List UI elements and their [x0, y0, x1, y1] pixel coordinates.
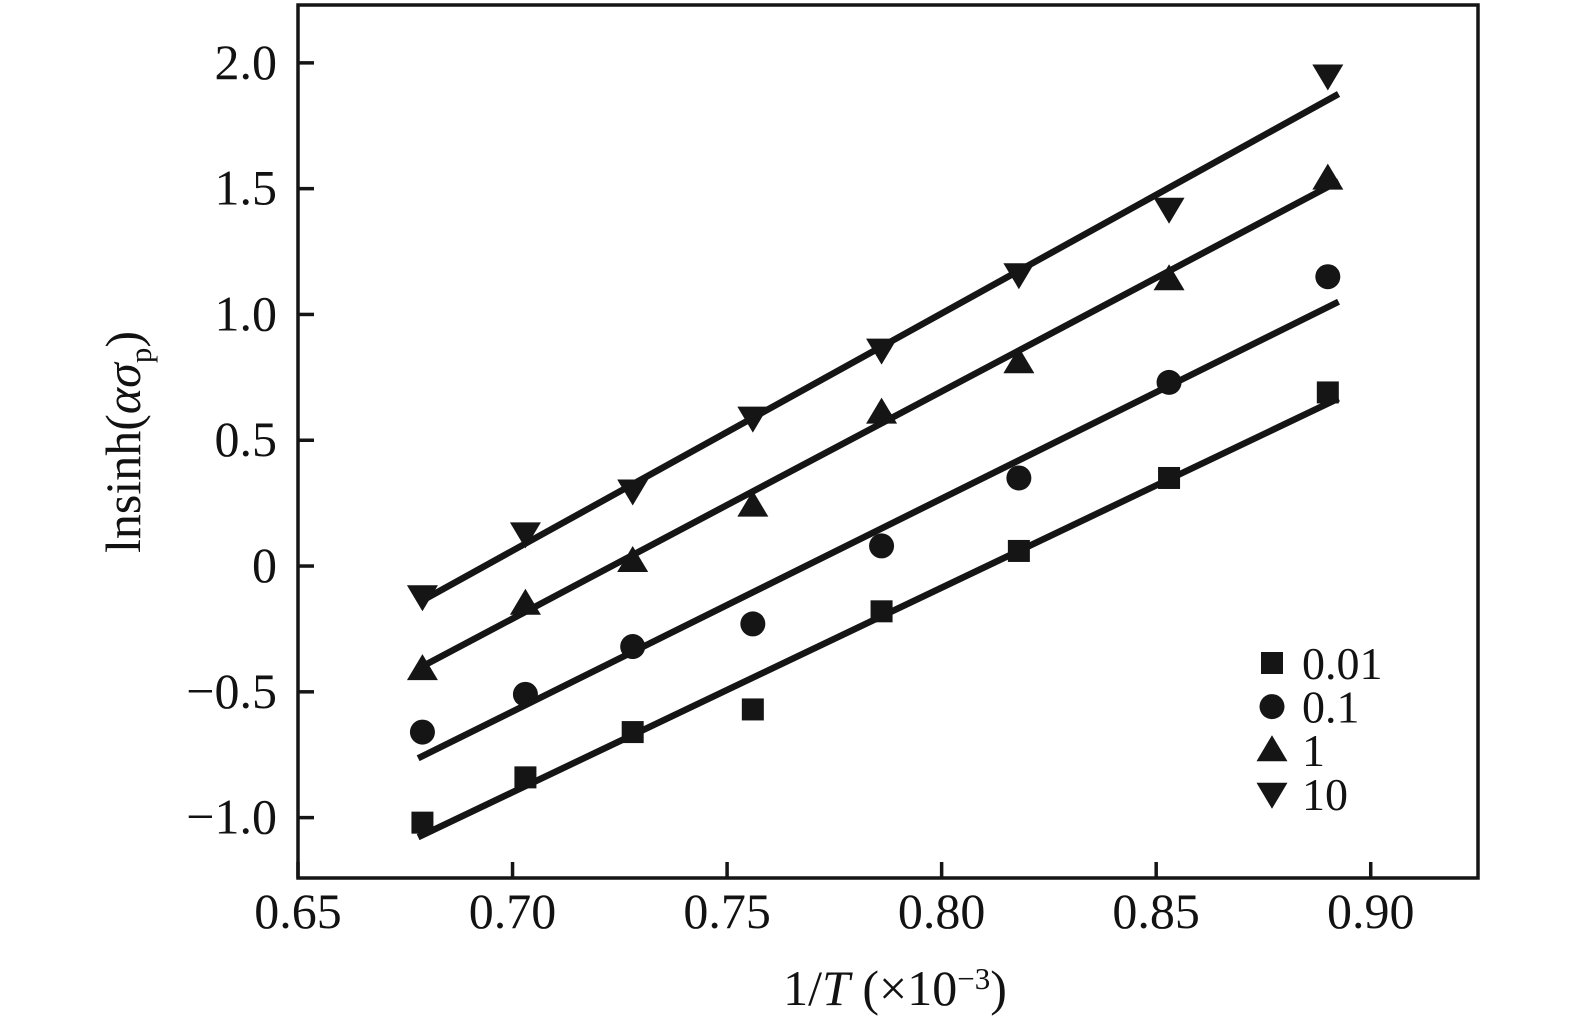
- marker-circle: [620, 634, 646, 660]
- y-tick-label: 1.5: [215, 160, 278, 216]
- marker-square: [1158, 466, 1181, 489]
- marker-circle: [1156, 369, 1182, 395]
- y-tick-label: 0: [252, 537, 277, 593]
- y-axis-title: lnsinh(ασp): [95, 331, 158, 553]
- legend-label-0.01: 0.01: [1302, 638, 1383, 689]
- marker-triangle-down: [866, 338, 898, 365]
- marker-triangle-up: [1003, 347, 1035, 374]
- marker-circle: [1006, 465, 1032, 491]
- marker-square: [411, 811, 434, 834]
- marker-circle: [869, 533, 895, 559]
- y-axis: −1.0 −0.5 0 0.5 1.0 1.5 2.0: [186, 34, 314, 845]
- marker-square: [514, 766, 537, 789]
- y-tick-label: 2.0: [215, 34, 278, 90]
- marker-triangle-down: [737, 406, 769, 433]
- marker-triangle-down: [1256, 782, 1288, 809]
- marker-triangle-down: [1312, 64, 1344, 91]
- marker-triangle-up: [1256, 735, 1288, 762]
- marker-circle: [740, 611, 766, 637]
- marker-square: [1316, 381, 1339, 404]
- x-tick-label: 0.85: [1112, 883, 1200, 939]
- series-0.1: [409, 264, 1341, 745]
- marker-circle: [1315, 264, 1341, 290]
- x-tick-label: 0.80: [898, 883, 986, 939]
- marker-triangle-up: [866, 397, 898, 424]
- marker-circle: [512, 681, 538, 707]
- series-1: [406, 163, 1344, 681]
- x-tick-label: 0.90: [1327, 883, 1415, 939]
- marker-triangle-down: [617, 479, 649, 506]
- x-tick-label: 0.70: [469, 883, 557, 939]
- axis-titles: 1/T (×10−3) lnsinh(ασp): [95, 331, 1007, 1016]
- y-tick-label: −1.0: [186, 789, 277, 845]
- marker-square: [1261, 652, 1283, 674]
- legend-label-0.1: 0.1: [1302, 682, 1360, 733]
- marker-triangle-down: [1003, 263, 1035, 290]
- marker-triangle-up: [737, 490, 769, 517]
- marker-triangle-up: [1153, 264, 1185, 291]
- marker-triangle-down: [1153, 197, 1185, 224]
- marker-triangle-up: [406, 654, 438, 681]
- marker-triangle-up: [617, 546, 649, 573]
- x-tick-label: 0.65: [254, 883, 342, 939]
- marker-square: [741, 698, 764, 721]
- legend-label-10: 10: [1302, 769, 1348, 820]
- marker-square: [1007, 539, 1030, 562]
- series-10: [406, 64, 1344, 612]
- plot-frame: [296, 3, 1480, 880]
- marker-square: [870, 600, 893, 623]
- y-tick-label: −0.5: [186, 663, 277, 719]
- marker-square: [621, 721, 644, 744]
- x-tick-label: 0.75: [683, 883, 771, 939]
- marker-circle: [1259, 694, 1285, 720]
- y-tick-label: 0.5: [215, 411, 278, 467]
- fit-line-0.1: [416, 298, 1340, 762]
- x-axis: 0.65 0.70 0.75 0.80 0.85 0.90: [254, 862, 1414, 939]
- y-tick-label: 1.0: [215, 285, 278, 341]
- marker-triangle-down: [509, 522, 541, 549]
- legend-label-1: 1: [1302, 725, 1325, 776]
- marker-circle: [409, 719, 435, 745]
- fit-lines: [416, 91, 1341, 841]
- marker-triangle-down: [406, 585, 438, 612]
- marker-triangle-up: [1312, 163, 1344, 190]
- fit-line-1: [416, 178, 1341, 672]
- x-axis-title: 1/T (×10−3): [783, 960, 1007, 1016]
- marker-triangle-up: [509, 588, 541, 615]
- series-0.01: [411, 381, 1339, 834]
